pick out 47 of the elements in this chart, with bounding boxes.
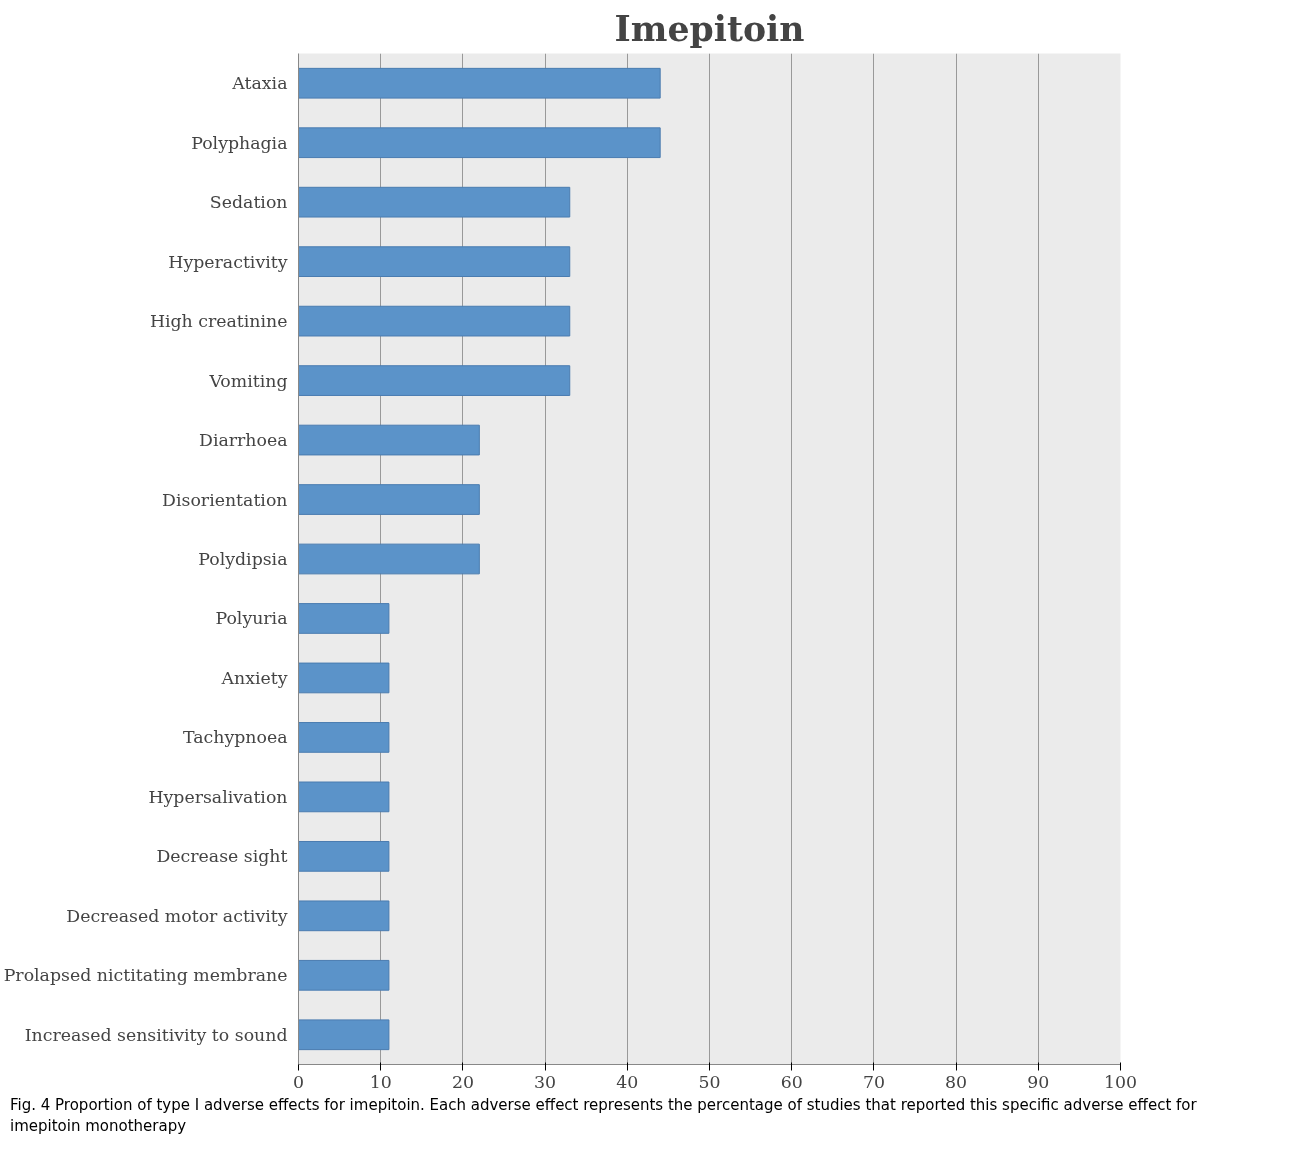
- x-tick-label: 40: [616, 1071, 639, 1092]
- bar: [298, 67, 661, 99]
- x-tick-label: 90: [1027, 1071, 1050, 1092]
- bar: [298, 662, 390, 694]
- bar: [298, 365, 571, 396]
- y-tick-label: High creatinine: [149, 311, 288, 332]
- x-tick-label: 100: [1103, 1071, 1138, 1092]
- y-tick-label: Hypersalivation: [148, 786, 288, 807]
- y-tick-label: Increased sensitivity to sound: [24, 1024, 288, 1045]
- bar: [298, 186, 571, 218]
- x-tick-label: 30: [534, 1071, 557, 1092]
- bar: [298, 1019, 390, 1051]
- bar: [298, 543, 480, 575]
- x-tick-label: 70: [862, 1071, 885, 1092]
- y-tick-label: Polyphagia: [191, 132, 288, 153]
- bar: [298, 484, 480, 515]
- x-tick-label: 10: [369, 1071, 392, 1092]
- y-tick-label: Polydipsia: [198, 549, 288, 569]
- y-tick-label: Diarrhoea: [198, 430, 288, 451]
- bar: [298, 840, 390, 872]
- bar: [298, 781, 390, 813]
- bar: [298, 722, 390, 753]
- bar: [298, 424, 480, 456]
- y-tick-label: Anxiety: [220, 667, 288, 688]
- y-tick-label: Ataxia: [231, 73, 288, 94]
- bar: [298, 959, 390, 991]
- bar: [298, 900, 390, 932]
- x-tick-label: 20: [451, 1071, 474, 1092]
- y-tick-label: Decreased motor activity: [66, 905, 288, 926]
- y-tick-label: Disorientation: [162, 489, 288, 510]
- x-tick-label: 80: [945, 1071, 968, 1092]
- y-tick-label: Hyperactivity: [168, 251, 288, 272]
- x-tick-label: 50: [698, 1071, 721, 1092]
- chart-title: Imepitoin: [614, 7, 805, 49]
- y-tick-label: Prolapsed nictitating membrane: [3, 965, 288, 986]
- x-tick-label: 0: [292, 1071, 305, 1092]
- y-tick-label: Vomiting: [208, 370, 288, 391]
- bar: [298, 603, 390, 634]
- bar: [298, 246, 571, 278]
- bar: [298, 305, 571, 337]
- caption: Fig. 4 Proportion of type I adverse effects for imepitoin. Each adverse effect represents the percentage of studies that reported this specific adverse effect for imepitoin monotherapy: [10, 1095, 1198, 1138]
- x-tick-label: 60: [780, 1071, 803, 1092]
- bar: [298, 127, 661, 159]
- y-tick-label: Tachypnoea: [183, 727, 288, 748]
- y-tick-label: Decrease sight: [156, 846, 288, 867]
- y-tick-label: Sedation: [209, 192, 288, 213]
- y-tick-label: Polyuria: [215, 608, 288, 629]
